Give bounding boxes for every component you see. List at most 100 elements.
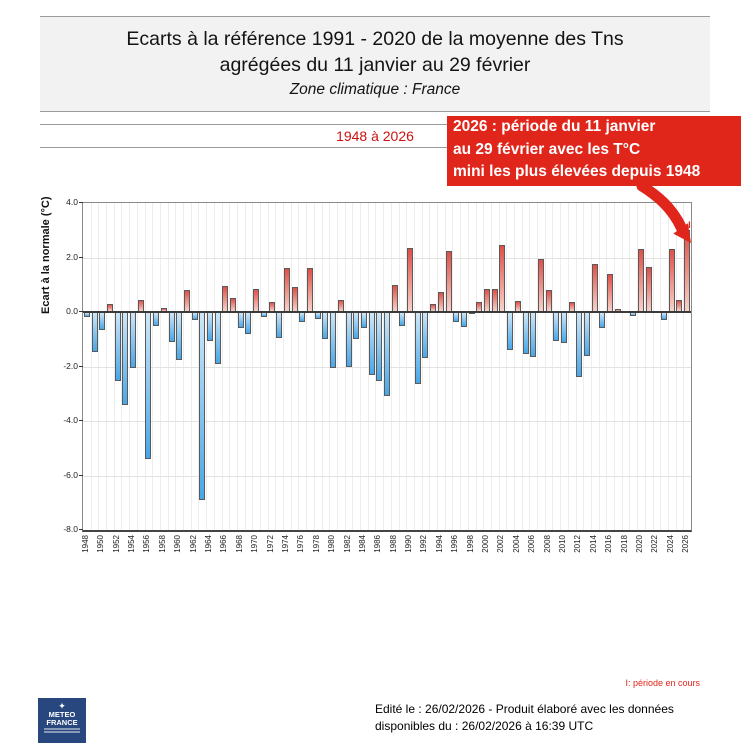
annotation-line2: au 29 février avec les T°C: [453, 140, 641, 158]
x-tick-label: 2022: [650, 535, 660, 553]
y-tick-label: -6.0: [63, 469, 78, 480]
bar-1991: [414, 312, 421, 385]
y-tick-label: -2.0: [63, 360, 78, 371]
y-tick-label: 0.0: [66, 306, 78, 316]
bar-2012: [576, 312, 583, 378]
zero-line: [83, 311, 691, 313]
period-band: 1948 à 2026: [40, 124, 710, 148]
bar-2013: [584, 312, 591, 356]
bar-1956: [145, 312, 152, 460]
bar-1967: [230, 298, 237, 312]
x-tick-label: 2020: [634, 535, 644, 553]
x-tick-label: 1990: [404, 535, 414, 553]
y-tick-label: -8.0: [63, 524, 78, 534]
bar-1979: [322, 312, 329, 340]
x-tick-label: 1948: [80, 535, 90, 553]
x-tick-label: 1986: [373, 535, 383, 553]
y-tick-mark: [79, 311, 83, 312]
x-tick-label: 1988: [388, 535, 398, 553]
footer-line1: Edité le : 26/02/2026 - Produit élaboré …: [375, 702, 674, 716]
bar-1984: [360, 312, 367, 329]
bar-1990: [407, 247, 414, 312]
bar-1953: [122, 312, 129, 405]
bar-1954: [130, 312, 137, 368]
x-tick-label: 1950: [96, 535, 106, 553]
x-tick-label: 1998: [465, 535, 475, 553]
bar-2009: [553, 312, 560, 341]
annotation-line3: mini les plus élevées depuis 1948: [453, 163, 701, 180]
annotation-arrow-icon: [636, 180, 691, 243]
bar-1974: [283, 268, 290, 312]
y-tick-mark: [79, 202, 83, 203]
annotation-callout: 2026 : période du 11 janvier au 29 févri…: [447, 116, 741, 186]
bar-1980: [330, 312, 337, 368]
page-subtitle: Zone climatique : France: [289, 81, 461, 98]
bar-1963: [199, 312, 206, 501]
bar-1992: [422, 312, 429, 359]
bar-2021: [645, 267, 652, 312]
x-tick-label: 2000: [481, 535, 491, 553]
bar-1985: [368, 312, 375, 375]
bar-2000: [484, 288, 491, 312]
title-band: Ecarts à la référence 1991 - 2020 de la …: [40, 16, 710, 112]
bar-1997: [460, 312, 467, 327]
bar-1961: [183, 290, 190, 312]
bar-1983: [353, 312, 360, 340]
x-tick-label: 2026: [681, 535, 691, 553]
x-tick-label: 1976: [296, 535, 306, 553]
period-range-label: 1948 à 2026: [336, 128, 414, 144]
bar-1964: [206, 312, 213, 341]
meteo-france-logo: ✦ METEO FRANCE: [38, 698, 86, 743]
bar-2006: [530, 312, 537, 357]
x-tick-label: 2010: [558, 535, 567, 553]
bar-2023: [661, 312, 668, 321]
footer-line2: disponibles du : 26/02/2026 à 16:39 UTC: [375, 719, 594, 733]
bar-1952: [114, 312, 121, 382]
bar-1962: [191, 312, 198, 321]
logo-star-icon: ✦: [58, 701, 66, 711]
x-tick-label: 1992: [419, 535, 429, 553]
bar-1973: [276, 312, 283, 338]
x-tick-label: 1980: [327, 535, 337, 553]
y-tick-mark: [79, 420, 83, 421]
current-period-legend: I: période en cours: [625, 678, 700, 688]
x-tick-label: 1996: [450, 535, 460, 553]
bar-2016: [607, 273, 614, 312]
bar-1978: [314, 312, 321, 319]
x-tick-label: 1982: [342, 535, 352, 553]
logo-name-line1: METEO: [48, 710, 76, 719]
x-tick-label: 1954: [127, 535, 137, 553]
annotation-line1: 2026 : période du 11 janvier: [453, 118, 656, 135]
x-tick-label: 1972: [265, 535, 275, 553]
x-tick-label: 1966: [219, 535, 229, 553]
bar-2005: [522, 312, 529, 355]
x-tick-label: 1964: [203, 535, 213, 553]
bar-1969: [245, 312, 252, 334]
bar-1986: [376, 312, 383, 382]
y-tick-mark: [79, 256, 83, 258]
x-tick-label: 1958: [157, 535, 167, 553]
bar-2003: [507, 312, 514, 351]
logo-name-line2: FRANCE: [46, 718, 78, 727]
anomaly-bar-chart: I: [82, 202, 692, 532]
x-tick-label: 2002: [496, 535, 506, 553]
x-tick-label: 1956: [142, 535, 152, 553]
x-tick-label: 1968: [234, 535, 244, 553]
x-tick-label: 1962: [188, 535, 198, 553]
x-tick-label: 2018: [619, 535, 629, 553]
bar-1960: [176, 312, 183, 360]
x-tick-label: 2014: [588, 535, 598, 553]
bar-1977: [307, 268, 314, 312]
bar-1959: [168, 312, 175, 342]
bar-1988: [391, 284, 398, 312]
x-tick-label: 1960: [173, 535, 183, 553]
y-tick-mark: [79, 474, 83, 476]
horizontal-gridline: [83, 421, 691, 422]
x-tick-label: 2006: [527, 535, 537, 553]
bar-1957: [153, 312, 160, 326]
bar-1987: [384, 312, 390, 397]
bar-2001: [491, 288, 498, 312]
x-tick-label: 1970: [250, 535, 260, 553]
footer-edition-info: Edité le : 26/02/2026 - Produit élaboré …: [375, 701, 735, 735]
x-tick-label: 2016: [604, 535, 614, 553]
